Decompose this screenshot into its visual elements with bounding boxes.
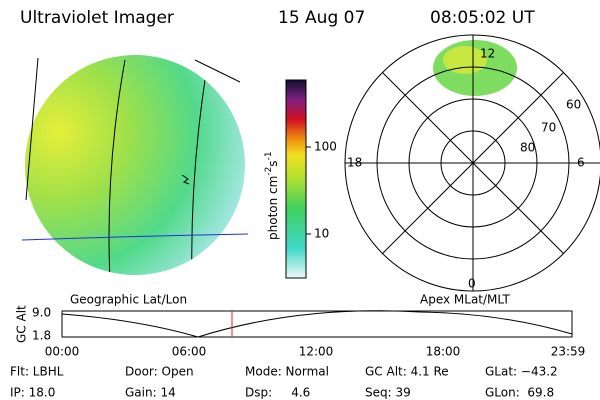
alt-ytick: 9.0 [32,306,51,320]
alt-ytick: 1.8 [32,329,51,343]
footer-field: Gain: 14 [125,386,176,400]
colorbar-tick: 100 [314,140,337,154]
date: 15 Aug 07 [278,8,365,28]
alt-xtick: 12:00 [299,345,334,359]
footer-field: GLon: 69.8 [485,386,554,400]
alt-xtick: 23:59 [551,345,586,359]
footer-field: Door: Open [125,365,194,379]
footer-field: Flt: LBHL [10,365,64,379]
altitude-plot: GC Alt 9.0 1.8 00:00 06:00 12:00 18:00 2… [15,305,586,359]
footer-field: IP: 18.0 [10,386,55,400]
earth-image [21,55,249,275]
alt-xtick: 18:00 [426,345,461,359]
time: 08:05:02 UT [430,8,535,28]
polar-plot [344,34,600,292]
panel-label: Geographic Lat/Lon [70,293,187,307]
lat-label: 70 [541,121,556,135]
alt-label: GC Alt [15,305,29,343]
mlt-label: 18 [347,156,362,170]
lat-label: 80 [520,141,535,155]
instrument: Ultraviolet Imager [20,8,174,28]
colorbar-unit: photon cm-2s-1 [264,151,280,240]
panel-label: Apex MLat/MLT [420,293,510,307]
mlt-label: 0 [468,277,476,291]
mlt-label: 6 [577,156,585,170]
footer: Flt: LBHL Door: Open Mode: Normal GC Alt: 4… [10,365,558,400]
footer-field: Mode: Normal [245,365,329,379]
alt-xtick: 06:00 [172,345,207,359]
colorbar: 100 10 photon cm-2s-1 [264,79,337,279]
footer-field: GLat: −43.2 [485,365,558,379]
footer-field: Seq: 39 [365,386,411,400]
colorbar-tick: 10 [314,227,329,241]
mlt-label: 12 [480,47,495,61]
footer-field: Dsp: 4.6 [245,386,310,400]
footer-field: GC Alt: 4.1 Re [365,365,449,379]
alt-xtick: 00:00 [45,345,80,359]
lat-label: 60 [566,98,581,112]
